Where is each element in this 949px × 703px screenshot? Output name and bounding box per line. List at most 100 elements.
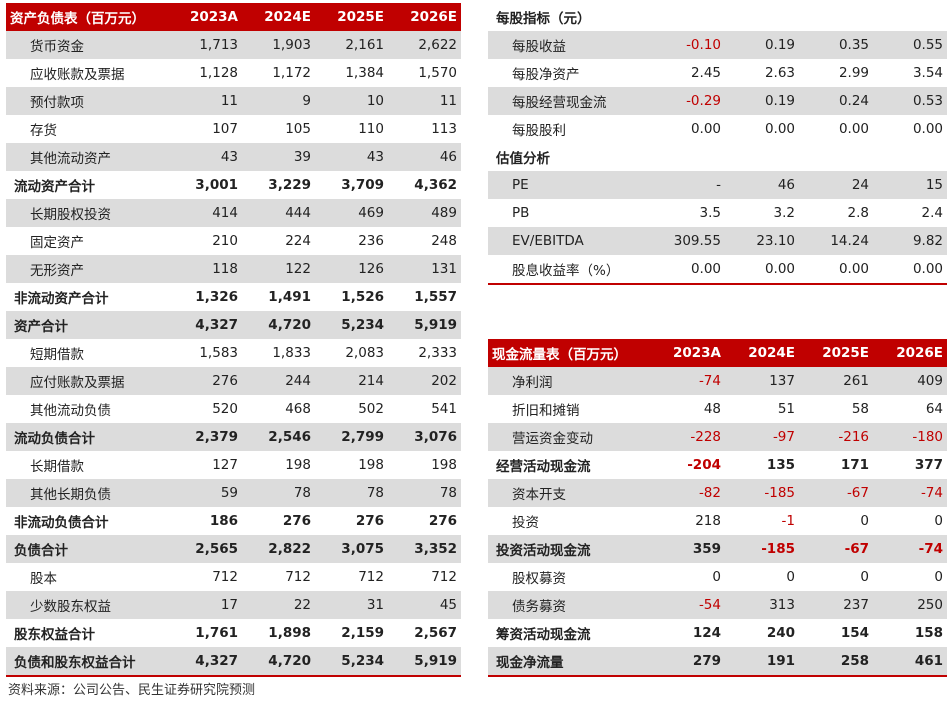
row-value: 502: [358, 401, 384, 417]
row-value: 2.99: [838, 65, 869, 81]
row-value: 276: [355, 513, 384, 529]
row-value: 712: [285, 569, 311, 585]
row-value: 1,491: [268, 289, 311, 305]
year-header: 2023A: [651, 339, 725, 367]
row-value: 198: [285, 457, 311, 473]
row-value: 31: [315, 591, 388, 619]
row-label: 净利润: [488, 367, 651, 395]
row-value: -97: [725, 423, 799, 451]
row-value: 2.4: [921, 205, 943, 221]
row-value: 0.19: [725, 87, 799, 115]
table-row: 每股股利 0.00 0.00 0.00 0.00: [488, 115, 947, 143]
row-value: 1,713: [169, 31, 242, 59]
year-header: 2025E: [799, 339, 873, 367]
row-value: 154: [840, 625, 869, 641]
row-value: 1,557: [414, 289, 457, 305]
row-label: 预付款项: [6, 87, 169, 115]
row-label: 投资: [512, 515, 539, 531]
row-value: 541: [431, 401, 457, 417]
row-value: 261: [799, 367, 873, 395]
row-label: 其他流动资产: [6, 143, 169, 171]
row-value: 2,822: [242, 535, 315, 563]
year-header: 2026E: [873, 339, 947, 367]
row-label: PE: [488, 171, 651, 199]
row-label: 其他流动负债: [30, 403, 111, 419]
row-value: 110: [358, 121, 384, 137]
row-value: 78: [315, 479, 388, 507]
row-value: 0: [712, 569, 721, 585]
row-value: 9.82: [873, 227, 947, 255]
table-row: 固定资产 210 224 236 248: [6, 227, 461, 255]
row-value: 0: [934, 569, 943, 585]
row-value: 1,570: [418, 65, 457, 81]
row-label: 债务募资: [488, 591, 651, 619]
row-value: 48: [703, 401, 721, 417]
row-value: 113: [431, 121, 457, 137]
row-value: 237: [799, 591, 873, 619]
row-value: 39: [242, 143, 315, 171]
row-value: -82: [651, 479, 725, 507]
table-title: 每股指标（元）: [488, 3, 651, 31]
row-value: 64: [925, 401, 943, 417]
row-value: 1,583: [199, 345, 238, 361]
row-value: 135: [766, 457, 795, 473]
table-row: 资本开支 -82 -185 -67 -74: [488, 479, 947, 507]
row-value: 1,898: [268, 625, 311, 641]
row-label: 无形资产: [6, 255, 169, 283]
row-value: 45: [388, 591, 461, 619]
empty-cell: [651, 143, 725, 171]
row-value: 0.00: [764, 261, 795, 277]
row-label: 筹资活动现金流: [496, 627, 591, 643]
row-value: 46: [388, 143, 461, 171]
row-value: 5,234: [315, 647, 388, 676]
cash-flow-table: 现金流量表（百万元） 2023A 2024E 2025E 2026E 净利润 -74 137 2…: [488, 339, 947, 677]
table-row: 无形资产 118 122 126 131: [6, 255, 461, 283]
row-value: 309.55: [651, 227, 725, 255]
row-value: 15: [873, 171, 947, 199]
row-value: 2,083: [345, 345, 384, 361]
table-title: 现金流量表（百万元）: [488, 339, 651, 367]
year-header: 2024E: [242, 3, 315, 31]
row-value: 202: [388, 367, 461, 395]
row-value: 1,903: [242, 31, 315, 59]
table-row: 应收账款及票据 1,128 1,172 1,384 1,570: [6, 59, 461, 87]
table-row: 短期借款 1,583 1,833 2,083 2,333: [6, 339, 461, 367]
row-value: 0.00: [764, 121, 795, 137]
empty-cell: [725, 3, 799, 31]
row-value: 43: [169, 143, 242, 171]
row-label: 固定资产: [30, 235, 84, 251]
row-value: 122: [242, 255, 315, 283]
table-row: 其他长期负债 59 78 78 78: [6, 479, 461, 507]
row-label: 负债和股东权益合计: [6, 647, 169, 676]
row-value: -216: [799, 423, 873, 451]
row-value: -1: [781, 513, 795, 529]
row-value: 1,833: [272, 345, 311, 361]
row-value: 4,327: [169, 647, 242, 676]
row-value: 489: [388, 199, 461, 227]
row-label: 货币资金: [6, 31, 169, 59]
row-value: 276: [282, 513, 311, 529]
row-value: 14.24: [799, 227, 873, 255]
row-value: 279: [651, 647, 725, 676]
row-value: -0.29: [651, 87, 725, 115]
row-value: 0.00: [912, 121, 943, 137]
row-value: 2,546: [242, 423, 315, 451]
row-value: -74: [873, 479, 947, 507]
row-value: 712: [431, 569, 457, 585]
row-value: 236: [358, 233, 384, 249]
table-row: 筹资活动现金流 124 240 154 158: [488, 619, 947, 647]
row-label: 营运资金变动: [488, 423, 651, 451]
row-value: -0.10: [651, 31, 725, 59]
row-value: 198: [358, 457, 384, 473]
row-value: 0.24: [799, 87, 873, 115]
row-label: 股息收益率（%）: [512, 263, 620, 279]
row-value: 2,565: [169, 535, 242, 563]
row-label: 流动负债合计: [6, 423, 169, 451]
row-value: 2,799: [315, 423, 388, 451]
table-row: 净利润 -74 137 261 409: [488, 367, 947, 395]
table-row: 营运资金变动 -228 -97 -216 -180: [488, 423, 947, 451]
row-label: 长期股权投资: [6, 199, 169, 227]
row-value: 105: [285, 121, 311, 137]
row-value: 127: [212, 457, 238, 473]
empty-cell: [873, 3, 947, 31]
